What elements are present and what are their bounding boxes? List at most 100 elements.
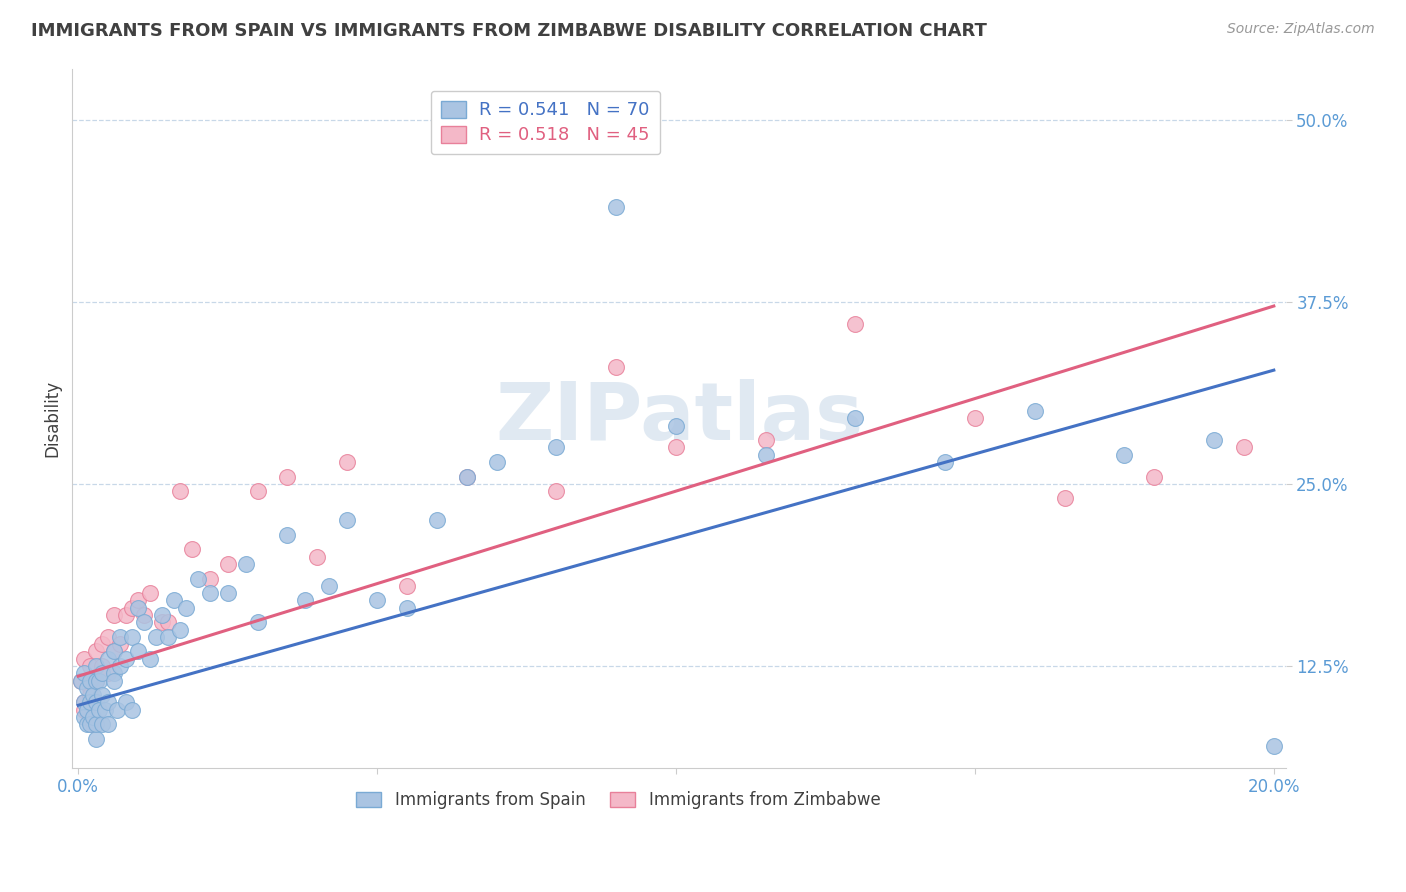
Point	[82, 717, 104, 731]
Point	[76, 703, 98, 717]
Point	[456, 469, 478, 483]
Point	[97, 717, 120, 731]
Point	[235, 557, 257, 571]
Point	[198, 572, 221, 586]
Point	[108, 637, 131, 651]
Point	[665, 441, 688, 455]
Point	[97, 630, 120, 644]
Point	[546, 484, 568, 499]
Point	[127, 644, 149, 658]
Point	[115, 695, 138, 709]
Point	[1114, 448, 1136, 462]
Point	[150, 607, 173, 622]
Point	[84, 731, 107, 746]
Point	[73, 651, 96, 665]
Y-axis label: Disability: Disability	[44, 380, 60, 457]
Point	[91, 666, 114, 681]
Point	[246, 615, 269, 630]
Point	[187, 572, 209, 586]
Point	[127, 600, 149, 615]
Point	[844, 411, 866, 425]
Point	[103, 666, 125, 681]
Point	[108, 630, 131, 644]
Point	[169, 623, 191, 637]
Point	[755, 433, 778, 447]
Point	[108, 659, 131, 673]
Point	[276, 469, 298, 483]
Point	[121, 600, 143, 615]
Point	[97, 651, 120, 665]
Point	[169, 484, 191, 499]
Point	[79, 659, 101, 673]
Text: Source: ZipAtlas.com: Source: ZipAtlas.com	[1227, 22, 1375, 37]
Point	[485, 455, 508, 469]
Point	[73, 666, 96, 681]
Point	[132, 615, 155, 630]
Point	[132, 607, 155, 622]
Point	[73, 703, 96, 717]
Point	[145, 630, 167, 644]
Point	[336, 513, 359, 527]
Point	[156, 630, 179, 644]
Point	[1143, 469, 1166, 483]
Point	[73, 710, 96, 724]
Point	[456, 469, 478, 483]
Point	[198, 586, 221, 600]
Point	[79, 673, 101, 688]
Point	[121, 630, 143, 644]
Point	[217, 586, 239, 600]
Point	[91, 688, 114, 702]
Point	[103, 644, 125, 658]
Point	[94, 703, 117, 717]
Text: IMMIGRANTS FROM SPAIN VS IMMIGRANTS FROM ZIMBABWE DISABILITY CORRELATION CHART: IMMIGRANTS FROM SPAIN VS IMMIGRANTS FROM…	[31, 22, 987, 40]
Point	[318, 579, 340, 593]
Point	[82, 710, 104, 724]
Point	[934, 455, 956, 469]
Point	[105, 703, 128, 717]
Point	[605, 360, 627, 375]
Point	[963, 411, 986, 425]
Point	[665, 418, 688, 433]
Point	[307, 549, 329, 564]
Point	[844, 317, 866, 331]
Point	[139, 586, 162, 600]
Point	[97, 695, 120, 709]
Point	[84, 673, 107, 688]
Point	[546, 441, 568, 455]
Point	[1053, 491, 1076, 506]
Point	[1202, 433, 1225, 447]
Point	[73, 695, 96, 709]
Point	[89, 703, 111, 717]
Point	[294, 593, 316, 607]
Point	[395, 600, 418, 615]
Point	[276, 528, 298, 542]
Point	[150, 615, 173, 630]
Point	[89, 673, 111, 688]
Point	[79, 695, 101, 709]
Point	[156, 615, 179, 630]
Point	[336, 455, 359, 469]
Point	[91, 717, 114, 731]
Point	[82, 688, 104, 702]
Point	[755, 448, 778, 462]
Point	[76, 717, 98, 731]
Point	[73, 695, 96, 709]
Point	[217, 557, 239, 571]
Point	[426, 513, 449, 527]
Point	[121, 703, 143, 717]
Point	[84, 695, 107, 709]
Legend: Immigrants from Spain, Immigrants from Zimbabwe: Immigrants from Spain, Immigrants from Z…	[350, 784, 887, 815]
Point	[1024, 404, 1046, 418]
Point	[174, 600, 197, 615]
Point	[79, 717, 101, 731]
Point	[180, 542, 202, 557]
Point	[1263, 739, 1285, 753]
Point	[103, 607, 125, 622]
Point	[115, 607, 138, 622]
Point	[84, 673, 107, 688]
Point	[605, 200, 627, 214]
Point	[84, 717, 107, 731]
Point	[76, 681, 98, 695]
Point	[103, 673, 125, 688]
Point	[97, 666, 120, 681]
